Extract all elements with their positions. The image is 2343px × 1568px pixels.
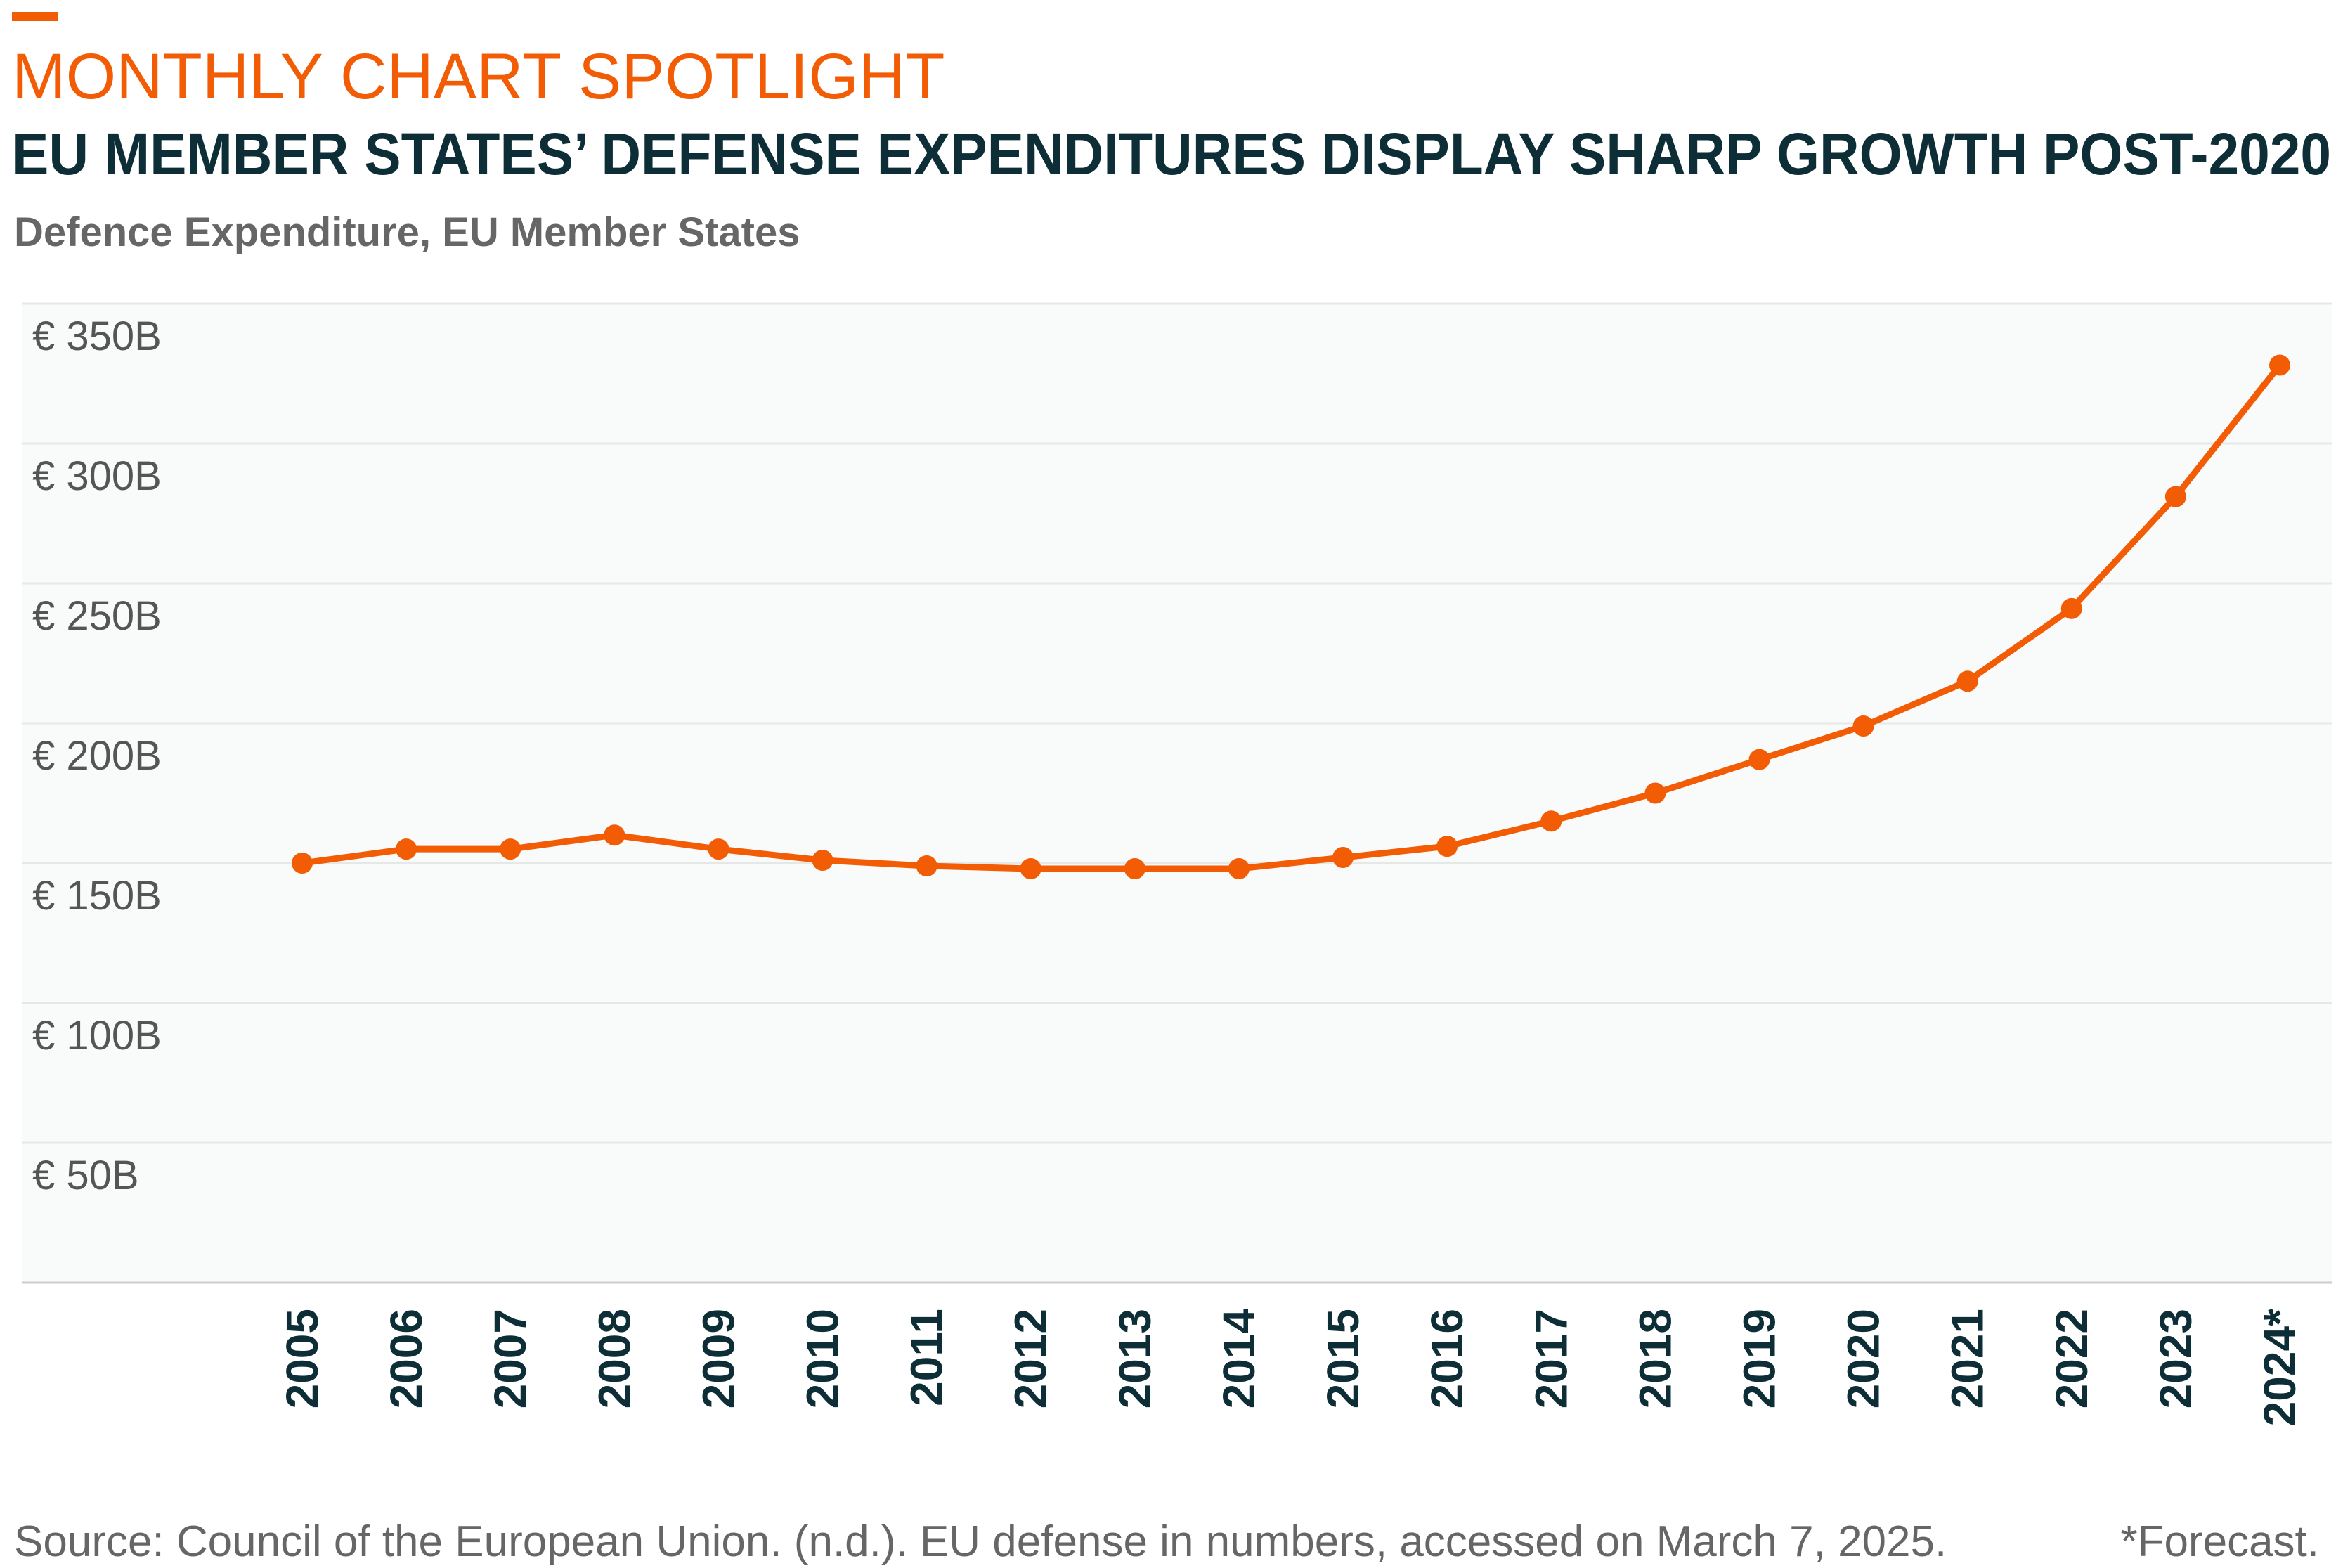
y-tick-label: € 350B xyxy=(32,313,162,359)
x-tick-label: 2006 xyxy=(381,1309,431,1408)
x-tick-label: 2020 xyxy=(1838,1309,1889,1408)
plot-area xyxy=(22,304,2332,1283)
x-tick-label: 2008 xyxy=(589,1309,640,1408)
x-tick-label: 2012 xyxy=(1006,1309,1056,1408)
x-tick-label: 2011 xyxy=(902,1309,952,1406)
x-tick-label: 2010 xyxy=(798,1309,848,1408)
marker xyxy=(1332,847,1354,869)
marker xyxy=(2164,486,2186,507)
x-tick-label: 2024* xyxy=(2254,1309,2305,1426)
marker xyxy=(708,838,729,860)
x-tick-label: 2018 xyxy=(1630,1309,1680,1408)
marker xyxy=(292,853,313,874)
marker xyxy=(1852,715,1874,737)
marker xyxy=(1748,749,1770,770)
marker xyxy=(812,850,833,872)
x-tick-label: 2015 xyxy=(1318,1309,1368,1408)
marker xyxy=(1020,857,1041,879)
marker xyxy=(396,838,417,860)
marker xyxy=(916,855,937,876)
x-tick-label: 2014 xyxy=(1214,1309,1264,1409)
x-tick-label: 2023 xyxy=(2150,1309,2201,1408)
marker xyxy=(500,838,521,860)
marker xyxy=(1956,670,1978,692)
y-tick-label: € 150B xyxy=(32,873,162,919)
marker xyxy=(1540,810,1562,832)
x-tick-label: 2016 xyxy=(1422,1309,1472,1408)
x-tick-label: 2013 xyxy=(1110,1309,1160,1408)
x-tick-label: 2021 xyxy=(1942,1309,1993,1408)
x-tick-label: 2022 xyxy=(2046,1309,2097,1408)
chart-title: EU MEMBER STATES’ DEFENSE EXPENDITURES D… xyxy=(12,121,2331,187)
kicker: MONTHLY CHART SPOTLIGHT xyxy=(12,41,945,112)
y-tick-label: € 200B xyxy=(32,733,162,779)
y-tick-label: € 300B xyxy=(32,453,162,499)
marker xyxy=(1124,857,1145,879)
note: *Forecast. xyxy=(2120,1517,2319,1566)
chart-subtitle: Defence Expenditure, EU Member States xyxy=(14,209,800,255)
x-tick-label: 2009 xyxy=(693,1309,744,1408)
x-tick-label: 2005 xyxy=(277,1309,327,1408)
marker xyxy=(2060,597,2082,619)
source: Source: Council of the European Union. (… xyxy=(14,1517,1947,1566)
marker xyxy=(1644,782,1666,804)
marker xyxy=(604,824,625,846)
marker xyxy=(1436,836,1458,857)
marker xyxy=(1228,857,1250,879)
x-tick-label: 2007 xyxy=(485,1309,536,1408)
y-tick-label: € 50B xyxy=(32,1153,139,1198)
x-tick-label: 2017 xyxy=(1526,1309,1576,1408)
x-tick-label: 2019 xyxy=(1734,1309,1784,1408)
line xyxy=(301,363,2283,872)
y-tick-label: € 250B xyxy=(32,593,162,639)
marker xyxy=(2269,354,2290,376)
accent-bar xyxy=(12,12,58,21)
y-tick-label: € 100B xyxy=(32,1013,162,1058)
